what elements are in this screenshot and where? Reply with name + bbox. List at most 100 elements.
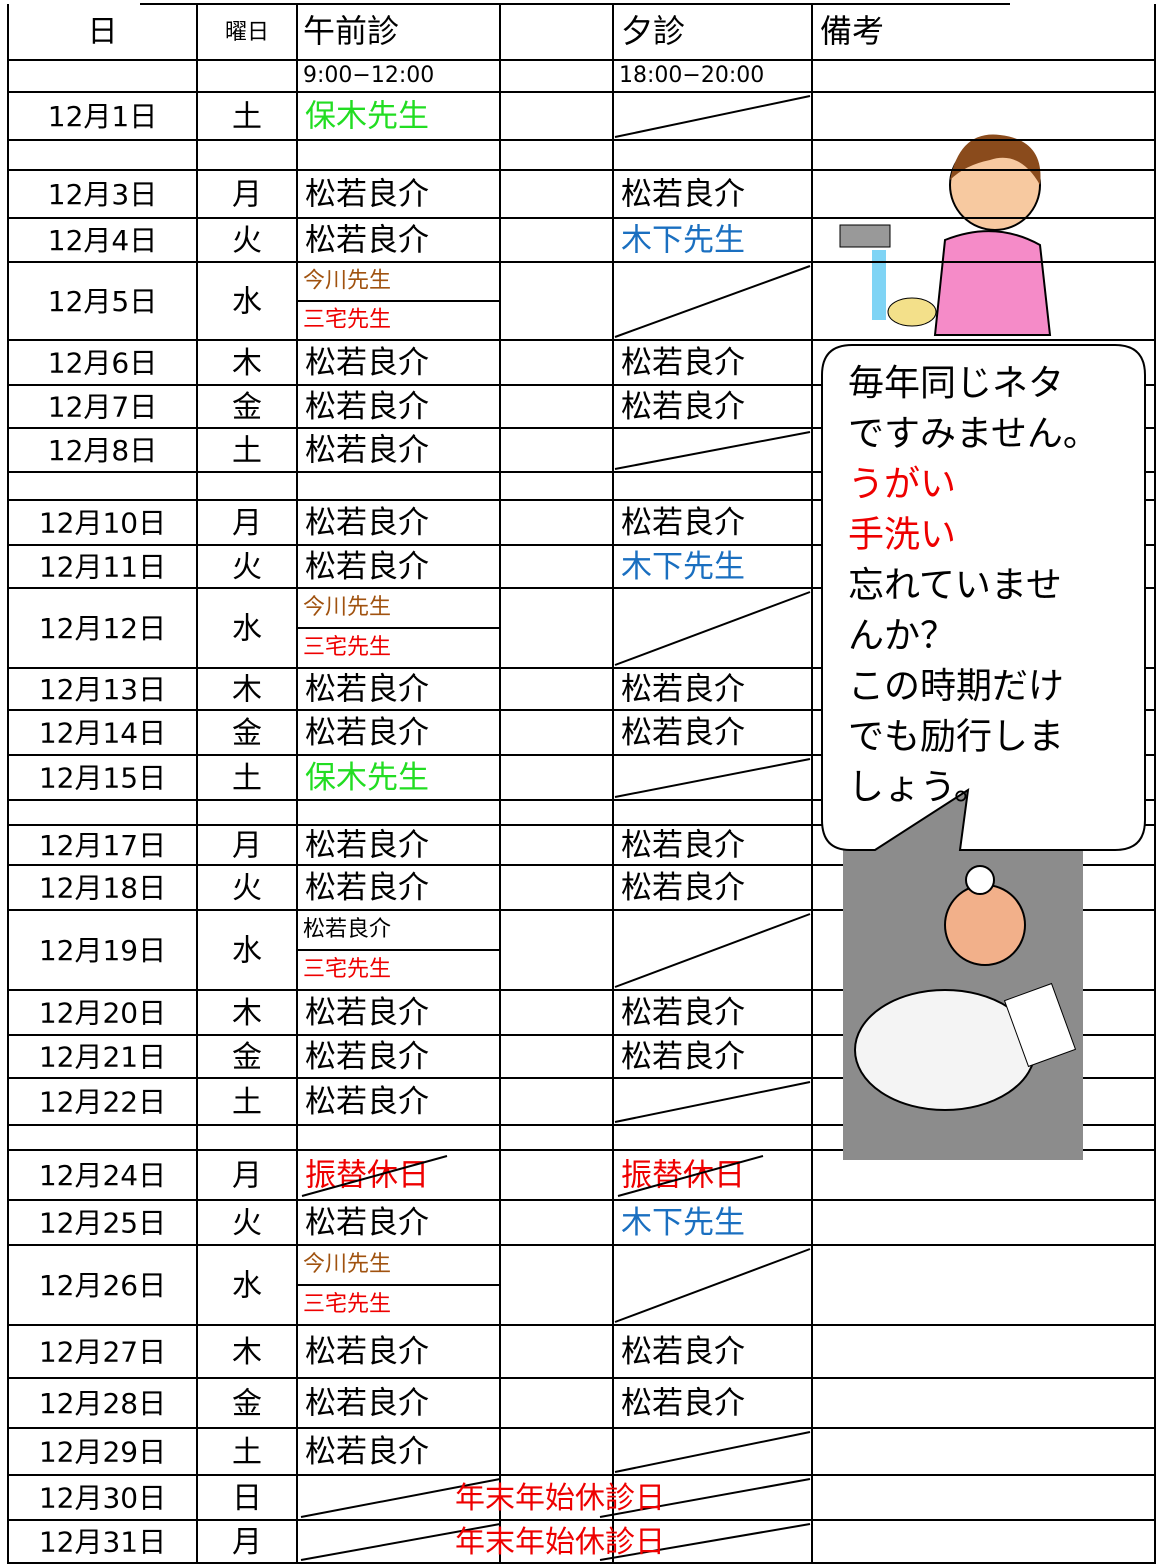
date: 12月21日 (39, 1041, 166, 1074)
pm-doctor: 松若良介 (621, 1386, 745, 1422)
am-doctor: 振替休日 (305, 1158, 429, 1194)
strike (617, 1155, 764, 1197)
head-mirror (965, 865, 995, 895)
am-doctor: 松若良介 (305, 995, 429, 1031)
am-doctor: 松若良介 (305, 1434, 429, 1470)
date: 12月7日 (48, 391, 157, 424)
date: 12月10日 (39, 507, 166, 540)
faucet (839, 224, 891, 248)
weekday: 水 (232, 1269, 262, 1304)
am-doctor: 今川先生 (303, 269, 391, 294)
am-doctor: 保木先生 (305, 99, 429, 135)
pm-doctor: 松若良介 (621, 505, 745, 541)
closed-label: 年末年始休診日 (455, 1481, 665, 1516)
pm-doctor: 振替休日 (621, 1158, 745, 1194)
closed-slash (614, 913, 811, 988)
weekday: 木 (232, 1335, 262, 1370)
date: 12月3日 (48, 178, 157, 211)
header-am: 午前診 (303, 12, 399, 50)
closed-slash (300, 1523, 501, 1561)
am-doctor: 松若良介 (305, 177, 429, 213)
pm-doctor: 松若良介 (621, 715, 745, 751)
weekday: 金 (232, 1387, 262, 1422)
pm-doctor: 松若良介 (621, 345, 745, 381)
am-doctor: 松若良介 (305, 549, 429, 585)
bubble-line: 手洗い (848, 515, 956, 556)
date: 12月14日 (39, 717, 166, 750)
closed-slash (300, 1478, 501, 1518)
bubble-line: ですみません。 (848, 414, 1099, 455)
date: 12月24日 (39, 1159, 166, 1192)
strike (301, 1155, 448, 1197)
weekday: 木 (232, 996, 262, 1031)
date: 12月29日 (39, 1436, 166, 1469)
closed-slash (614, 591, 811, 666)
clipboard (1003, 982, 1077, 1068)
am-doctor: 松若良介 (305, 505, 429, 541)
am-doctor: 三宅先生 (303, 635, 391, 660)
closed-slash (614, 95, 811, 138)
am-doctor: 松若良介 (305, 345, 429, 381)
weekday: 金 (232, 716, 262, 751)
date: 12月18日 (39, 872, 166, 905)
soap-hands (887, 297, 937, 327)
date: 12月28日 (39, 1387, 166, 1420)
header-weekday: 曜日 (225, 20, 269, 45)
weekday: 土 (232, 761, 262, 796)
weekday: 水 (232, 934, 262, 969)
pm-doctor: 松若良介 (621, 1334, 745, 1370)
speech-bubble (821, 344, 1146, 851)
bubble-shape (821, 344, 1146, 851)
date: 12月4日 (48, 224, 157, 257)
pm-doctor: 松若良介 (621, 672, 745, 708)
weekday: 土 (232, 1435, 262, 1470)
girl-hair (950, 134, 1041, 185)
header-pm: 夕診 (621, 12, 685, 50)
closed-slash (614, 1431, 811, 1473)
bubble-line: しょう。 (848, 767, 990, 808)
am-doctor: 松若良介 (305, 223, 429, 259)
weekday: 月 (232, 829, 262, 864)
pm-doctor: 松若良介 (621, 1039, 745, 1075)
am-doctor: 松若良介 (305, 828, 429, 864)
date: 12月31日 (39, 1526, 166, 1559)
closed-slash (614, 758, 811, 798)
weekday: 土 (232, 100, 262, 135)
am-doctor: 保木先生 (305, 760, 429, 796)
date: 12月1日 (48, 100, 157, 133)
closed-label: 年末年始休診日 (455, 1525, 665, 1560)
am-doctor: 松若良介 (305, 389, 429, 425)
am-doctor: 松若良介 (305, 1334, 429, 1370)
weekday: 土 (232, 434, 262, 469)
pm-doctor: 松若良介 (621, 995, 745, 1031)
pm-doctor: 松若良介 (621, 177, 745, 213)
girl-body (933, 230, 1052, 336)
am-doctor: 松若良介 (303, 917, 391, 942)
date: 12月8日 (48, 434, 157, 467)
weekday: 火 (232, 550, 262, 585)
pm-doctor: 木下先生 (621, 223, 745, 259)
date: 12月5日 (48, 285, 157, 318)
date: 12月19日 (39, 934, 166, 967)
water (872, 250, 886, 320)
closed-slash (614, 431, 811, 470)
am-doctor: 松若良介 (305, 715, 429, 751)
am-doctor: 三宅先生 (303, 308, 391, 333)
am-doctor: 松若良介 (305, 1039, 429, 1075)
date: 12月13日 (39, 673, 166, 706)
closed-slash (614, 265, 811, 338)
bubble-line: んか？ (848, 616, 956, 657)
weekday: 水 (232, 285, 262, 320)
header-date: 日 (88, 15, 118, 50)
weekday: 水 (232, 612, 262, 647)
closed-slash (599, 1523, 811, 1561)
am-doctor: 松若良介 (305, 1386, 429, 1422)
pm-doctor: 松若良介 (621, 828, 745, 864)
am-doctor: 松若良介 (305, 433, 429, 469)
am-doctor: 三宅先生 (303, 957, 391, 982)
weekday: 月 (232, 1525, 262, 1560)
weekday: 金 (232, 390, 262, 425)
date: 12月17日 (39, 829, 166, 862)
hours-pm: 18:00−20:00 (619, 63, 764, 88)
date: 12月12日 (39, 612, 166, 645)
